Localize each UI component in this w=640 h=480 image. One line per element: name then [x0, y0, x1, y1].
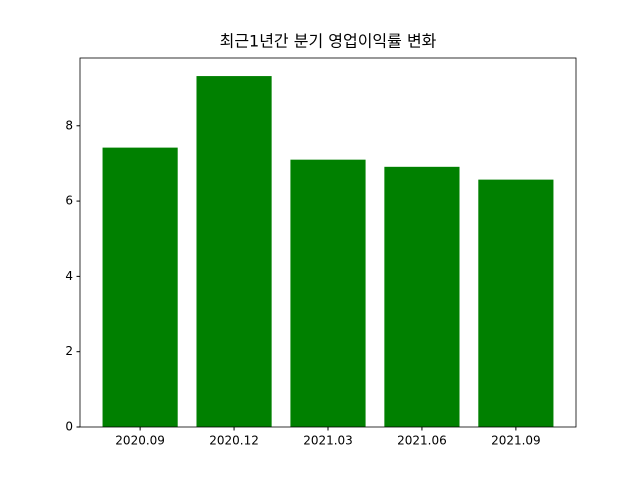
x-tick-label: 2021.06: [397, 434, 447, 448]
axes-frame: [79, 57, 577, 428]
x-tick-label: 2021.09: [491, 434, 541, 448]
x-tick-label: 2020.12: [209, 434, 259, 448]
bar: [290, 159, 366, 427]
y-tick-label: 6: [65, 194, 73, 208]
y-tick-label: 2: [65, 344, 73, 358]
x-tick-label: 2021.03: [303, 434, 353, 448]
chart-title: 최근1년간 분기 영업이익률 변화: [220, 32, 437, 51]
y-tick-label: 8: [65, 118, 73, 132]
bar: [384, 166, 460, 427]
bar: [478, 179, 554, 427]
y-tick-label: 4: [65, 269, 73, 283]
x-tick-label: 2020.09: [115, 434, 165, 448]
y-tick-label: 0: [65, 420, 73, 434]
bar: [102, 147, 178, 427]
bar: [196, 76, 272, 427]
